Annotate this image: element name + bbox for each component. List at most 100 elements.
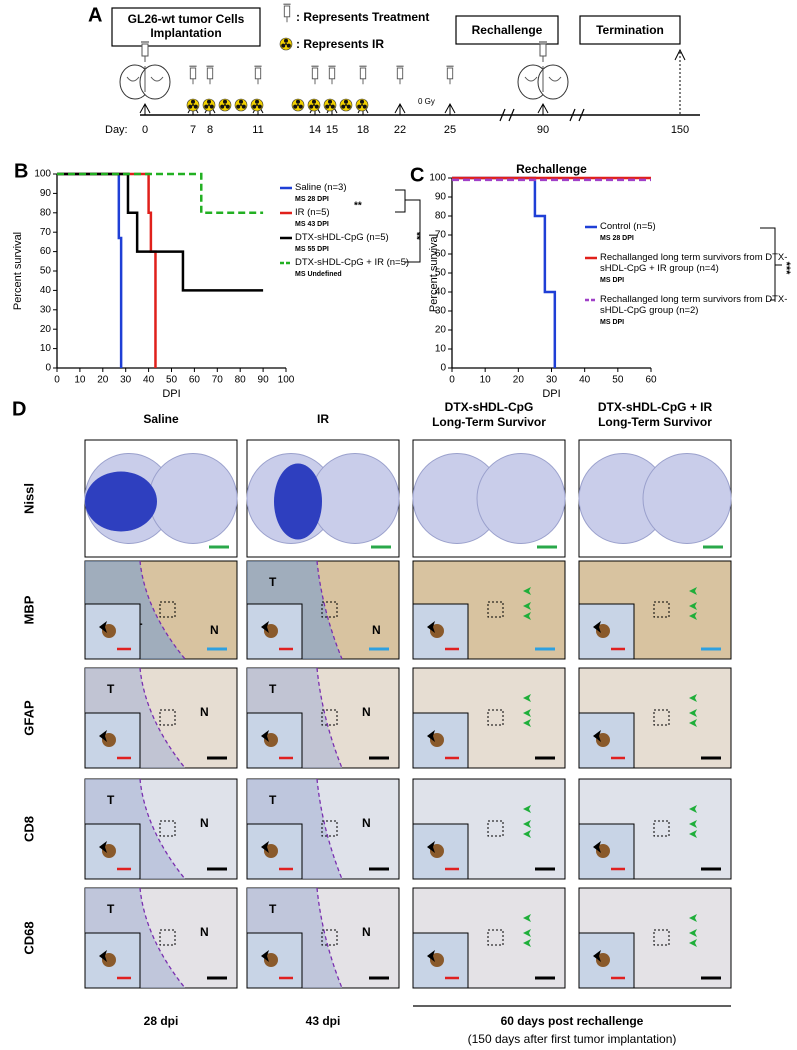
arrowhead	[689, 805, 697, 813]
row-label: Nissl	[21, 483, 36, 514]
ir-blade	[286, 43, 291, 48]
column-header: Long-Term Survivor	[598, 415, 712, 429]
ir-blade	[191, 99, 195, 104]
brain-section	[642, 453, 732, 544]
region-label: N	[200, 816, 209, 830]
day-tick-label: 150	[671, 124, 689, 136]
syringe-body	[328, 67, 336, 80]
arrowhead	[593, 950, 601, 962]
ir-center	[345, 104, 347, 106]
cell	[264, 953, 278, 967]
tumor-border	[139, 887, 186, 989]
syringe-icon	[311, 65, 319, 85]
y-tick-label: 10	[40, 343, 52, 354]
region-label: N	[200, 925, 209, 939]
panel-letter: D	[12, 398, 26, 420]
syringe-icon	[254, 65, 262, 85]
ir-blade	[330, 104, 335, 109]
arrow	[537, 102, 549, 115]
arrowhead	[593, 621, 601, 633]
x-axis-label: DPI	[542, 388, 560, 400]
cell	[596, 624, 610, 638]
x-tick-label: 40	[143, 375, 155, 386]
tumor-border	[316, 667, 343, 769]
roi-box	[321, 601, 338, 618]
ir-blade	[296, 99, 300, 104]
termination-label: Termination	[596, 23, 664, 37]
day-tick-label: 0	[142, 124, 148, 136]
arrowhead	[689, 820, 697, 828]
x-tick-label: 10	[74, 375, 86, 386]
region-label: T	[107, 682, 115, 696]
arrowhead	[689, 719, 697, 727]
ir-center	[256, 104, 258, 106]
arrowhead	[523, 587, 531, 595]
arrowhead	[523, 612, 531, 620]
arrowhead	[523, 719, 531, 727]
roi-box	[159, 929, 176, 946]
panel-letter: C	[410, 164, 424, 186]
cell	[264, 844, 278, 858]
roi-box	[159, 601, 176, 618]
arrowhead	[261, 841, 269, 853]
roi-box	[159, 709, 176, 726]
syringe-icon	[396, 65, 404, 85]
ir-icon	[250, 98, 264, 112]
x-tick-label: 100	[278, 375, 295, 386]
ir-blade	[346, 104, 351, 109]
ir-icon	[355, 98, 369, 112]
region-label: T	[269, 575, 277, 589]
ir-blade	[357, 104, 362, 109]
treatment-legend: : Represents Treatment	[296, 10, 429, 24]
ir-blade	[312, 99, 316, 104]
ir-icon	[323, 98, 337, 112]
day-tick-label: 11	[252, 124, 263, 136]
region-label: T	[269, 902, 277, 916]
footer-label: (150 days after first tumor implantation…	[468, 1032, 677, 1046]
ir-blade	[252, 104, 257, 109]
ir-icon	[218, 98, 232, 112]
y-tick-label: 80	[40, 207, 52, 218]
arrowhead	[261, 950, 269, 962]
y-tick-label: 90	[435, 192, 447, 203]
ir-legend: : Represents IR	[296, 37, 384, 51]
roi-box	[487, 709, 504, 726]
x-tick-label: 10	[480, 375, 492, 386]
day-tick-label: 25	[444, 124, 456, 136]
day-label: Day:	[105, 124, 128, 136]
y-tick-label: 40	[435, 287, 447, 298]
ir-icon	[307, 98, 321, 112]
arrowhead	[99, 950, 107, 962]
column-header: Saline	[143, 412, 179, 426]
survival-curve	[57, 172, 264, 215]
cell	[596, 844, 610, 858]
ir-center	[329, 104, 331, 106]
brain-fold	[126, 66, 164, 92]
ir-icon	[339, 98, 353, 112]
legend-label: DTX-sHDL-CpG + IR (n=5)	[295, 257, 410, 268]
cell	[102, 733, 116, 747]
brain-icon	[537, 64, 569, 100]
syringe-body	[283, 5, 291, 18]
day-tick-label: 15	[326, 124, 338, 136]
footer-label: 60 days post rechallenge	[501, 1014, 644, 1028]
syringe-icon	[206, 65, 214, 85]
cell	[596, 733, 610, 747]
arrowhead	[523, 914, 531, 922]
tumor	[274, 463, 322, 540]
ir-center	[297, 104, 299, 106]
x-tick-label: 90	[258, 375, 270, 386]
y-tick-label: 30	[435, 306, 447, 317]
cell	[102, 624, 116, 638]
tumor-border	[316, 560, 343, 660]
column-header: DTX-sHDL-CpG	[445, 400, 534, 414]
syringe-icon	[359, 65, 367, 85]
syringe-icon	[141, 41, 149, 62]
syringe-body	[396, 67, 404, 80]
implant-label: GL26-wt tumor Cells Implantation	[127, 12, 245, 40]
arrowhead	[689, 694, 697, 702]
x-tick-label: 20	[513, 375, 525, 386]
x-tick-label: 50	[612, 375, 624, 386]
legend-label: Rechallanged long term survivors from DT…	[600, 294, 788, 316]
roi-box	[653, 709, 670, 726]
